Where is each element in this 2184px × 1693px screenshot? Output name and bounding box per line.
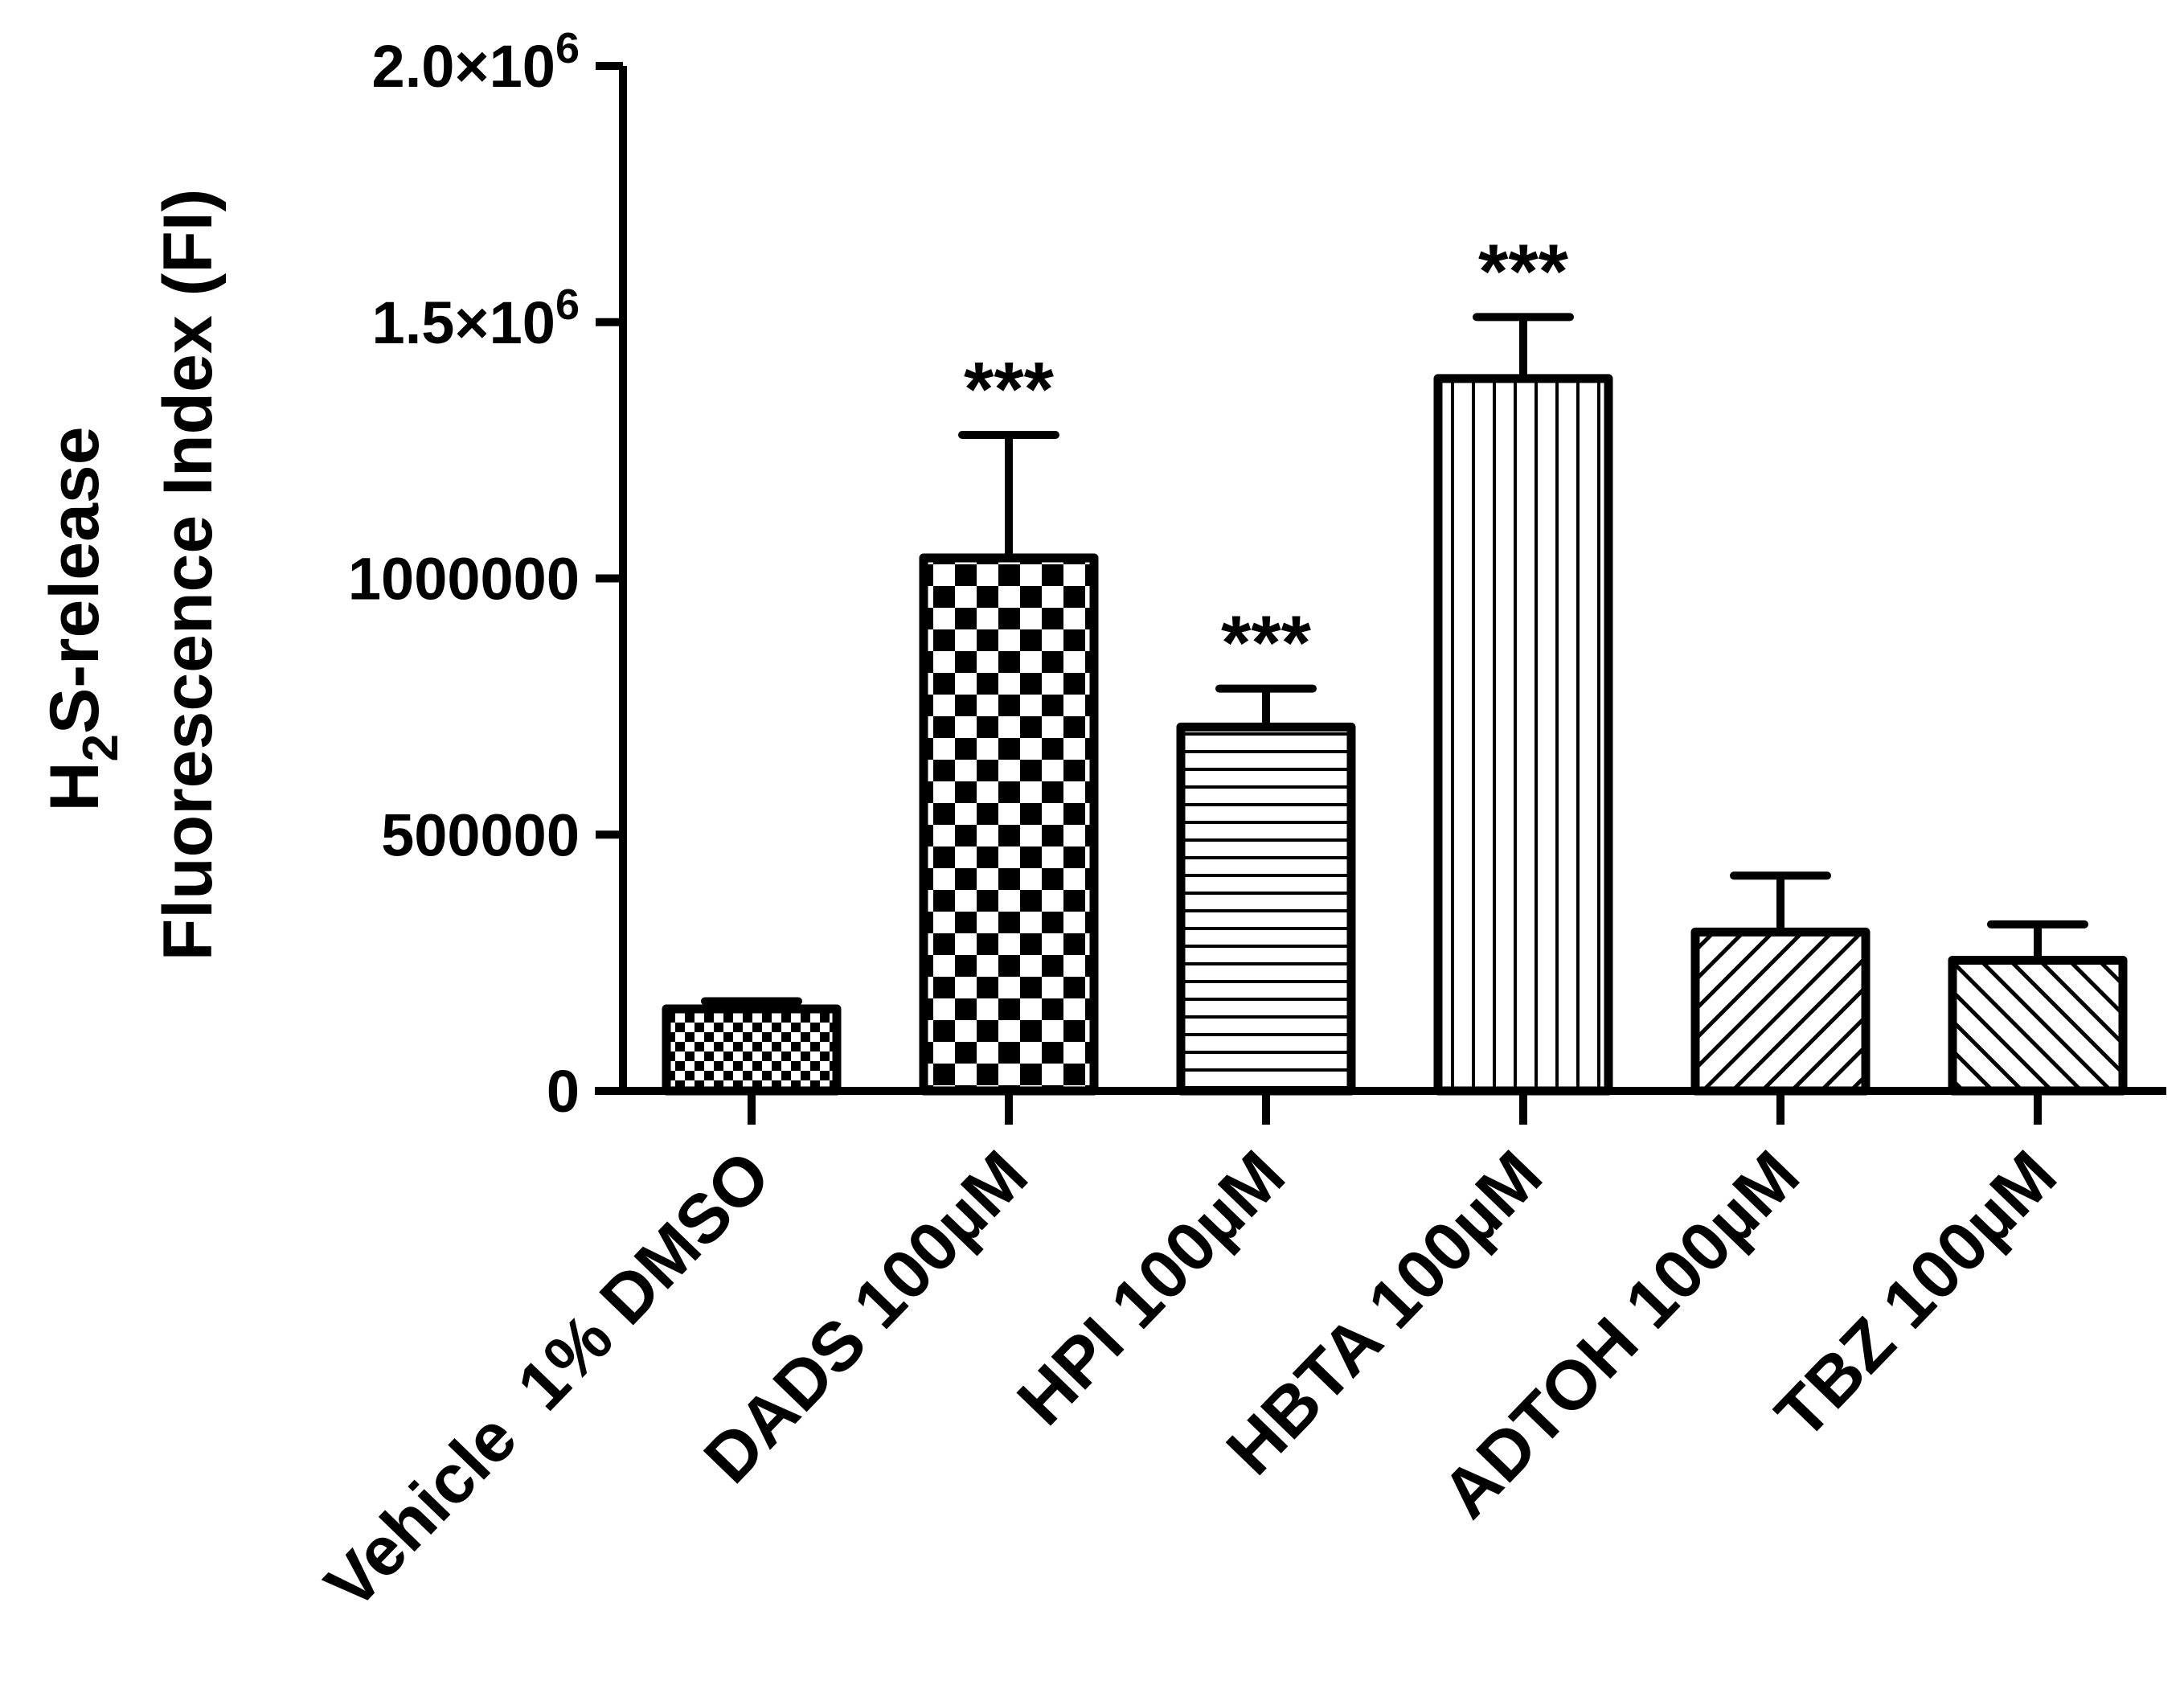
significance-marker: ***: [1221, 601, 1312, 687]
significance-marker: ***: [1478, 228, 1569, 314]
bar-1: [662, 1004, 842, 1096]
y-tick-label-base: 2.0×10: [372, 33, 555, 100]
bar-5: [1690, 927, 1871, 1096]
x-category-label: Vehicle 1% DMSO: [310, 1137, 785, 1624]
y-axis-title-line1: H2S-release: [36, 426, 129, 811]
y-tick-label: 500000: [381, 801, 580, 868]
y-tick-label: 0: [547, 1058, 580, 1125]
bar-3: [1176, 722, 1356, 1096]
y-tick-label-base: 1.5×10: [372, 289, 555, 356]
error-bars: [701, 313, 2088, 1009]
bar-4: [1433, 374, 1613, 1096]
y-axis-title-part-s: S-release: [36, 426, 113, 734]
significance-markers: *** *** ***: [964, 228, 1569, 686]
y-axis-title-part-h: H: [36, 761, 113, 811]
y-axis-title-subscript: 2: [73, 734, 129, 761]
y-tick-label: 1.5×106: [372, 281, 580, 356]
bar-2: [919, 553, 1099, 1096]
significance-marker: ***: [964, 346, 1055, 432]
y-tick-label-exponent: 6: [555, 24, 580, 72]
y-tick-label: 2.0×106: [372, 24, 580, 100]
y-tick-label-exponent: 6: [555, 281, 580, 329]
bars: [662, 374, 2128, 1096]
y-axis-title-line2: Fluorescence Index (FI): [150, 189, 227, 961]
bar-6: [1948, 955, 2128, 1096]
y-axis-title: H2S-release Fluorescence Index (FI): [36, 189, 227, 961]
x-axis-ticks: [748, 1091, 2042, 1125]
y-tick-label: 1000000: [348, 546, 580, 613]
